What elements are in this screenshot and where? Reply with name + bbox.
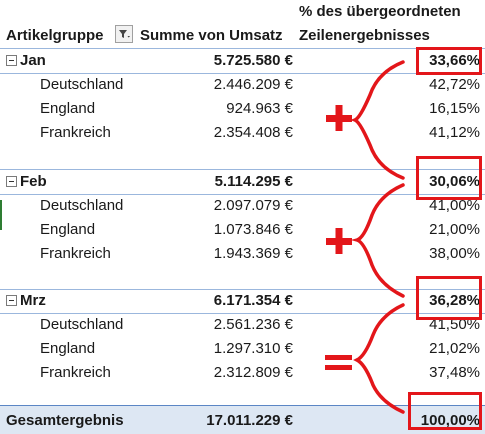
row-pct: 38,00% (429, 245, 480, 262)
row-pct: 42,72% (429, 76, 480, 93)
collapse-toggle-icon[interactable] (6, 295, 17, 306)
row-pct: 16,15% (429, 100, 480, 117)
row-pct: 21,02% (429, 340, 480, 357)
total-pct: 100,00% (420, 412, 480, 429)
row-pct: 21,00% (429, 221, 480, 238)
row-label: Frankreich (40, 245, 111, 262)
row-label: Frankreich (40, 364, 111, 381)
row-sum: 924.963 € (226, 100, 293, 117)
group-pct: 36,28% (429, 292, 480, 309)
cell-edge-marker (0, 200, 2, 230)
table-row: Frankreich 2.354.408 € 41,12% (0, 121, 485, 145)
row-label: England (40, 100, 96, 117)
row-label: Deutschland (40, 197, 124, 214)
row-sum: 1.073.846 € (213, 221, 293, 238)
table-row: Deutschland 2.561.236 € 41,50% (0, 313, 485, 337)
row-sum: 2.354.408 € (213, 124, 293, 141)
highlight-box-mrz (416, 276, 482, 320)
pct-column-title: % des übergeordneten (299, 3, 461, 20)
group-divider (0, 289, 485, 290)
row-pct: 41,12% (429, 124, 480, 141)
row-pct: 37,48% (429, 364, 480, 381)
table-row: Deutschland 2.097.079 € 41,00% (0, 194, 485, 218)
table-row: England 924.963 € 16,15% (0, 97, 485, 121)
group-sum: 6.171.354 € (213, 292, 293, 309)
filter-icon (119, 30, 130, 38)
highlight-box-total (408, 392, 482, 430)
row-sum: 1.297.310 € (213, 340, 293, 357)
column-header-artikelgruppe: Artikelgruppe (6, 27, 104, 44)
collapse-toggle-icon[interactable] (6, 55, 17, 66)
row-label: England (40, 340, 96, 357)
table-row: Frankreich 2.312.809 € 37,48% (0, 361, 485, 385)
highlight-box-jan (416, 47, 482, 75)
row-sum: 1.943.369 € (213, 245, 293, 262)
group-label: Feb (20, 173, 47, 190)
highlight-box-feb (416, 156, 482, 200)
group-sum: 5.114.295 € (214, 173, 293, 190)
group-pct: 33,66% (429, 52, 480, 69)
row-label: Frankreich (40, 124, 111, 141)
group-label: Mrz (20, 292, 46, 309)
row-label: Deutschland (40, 316, 124, 333)
table-row: Deutschland 2.446.209 € 42,72% (0, 73, 485, 97)
total-label: Gesamtergebnis (6, 412, 124, 429)
header-row: Artikelgruppe Summe von Umsatz Zeilenerg… (0, 23, 485, 49)
row-label: England (40, 221, 96, 238)
row-pct: 41,50% (429, 316, 480, 333)
row-sum: 2.561.236 € (213, 316, 293, 333)
group-row-mrz: Mrz 6.171.354 € 36,28% (0, 289, 485, 314)
table-row: Frankreich 1.943.369 € 38,00% (0, 242, 485, 266)
column-header-pct: Zeilenergebnisses (299, 27, 430, 44)
group-pct: 30,06% (429, 173, 480, 190)
row-sum: 2.446.209 € (213, 76, 293, 93)
column-header-summe: Summe von Umsatz (140, 27, 283, 44)
filter-dropdown-button[interactable] (115, 25, 133, 43)
row-pct: 41,00% (429, 197, 480, 214)
group-row-feb: Feb 5.114.295 € 30,06% (0, 170, 485, 195)
row-label: Deutschland (40, 76, 124, 93)
group-label: Jan (20, 52, 46, 69)
row-sum: 2.312.809 € (213, 364, 293, 381)
table-row: England 1.297.310 € 21,02% (0, 337, 485, 361)
group-divider (0, 169, 485, 170)
group-sum: 5.725.580 € (213, 52, 293, 69)
row-sum: 2.097.079 € (213, 197, 293, 214)
group-row-jan: Jan 5.725.580 € 33,66% (0, 49, 485, 74)
table-row: England 1.073.846 € 21,00% (0, 218, 485, 242)
collapse-toggle-icon[interactable] (6, 176, 17, 187)
total-sum: 17.011.229 € (206, 412, 293, 429)
